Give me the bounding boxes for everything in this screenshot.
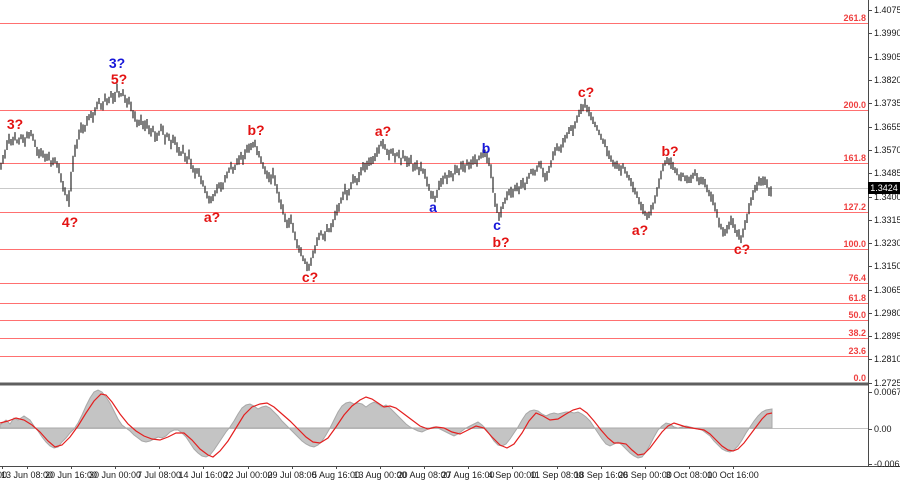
wave-label-5q: 5? bbox=[111, 71, 127, 87]
wave-label-cq: c? bbox=[578, 84, 594, 100]
price-tick-label: 1.3655 bbox=[874, 122, 900, 132]
time-tick-label: 20 Aug 08:00 bbox=[397, 470, 450, 480]
indicator-tick-label: -0.00668 bbox=[874, 459, 900, 469]
indicator-tick-label: 0.00678 bbox=[874, 387, 900, 397]
wave-label-aq: a? bbox=[375, 123, 391, 139]
fib-level-label: 61.8 bbox=[848, 293, 866, 303]
fib-level-label: 261.8 bbox=[843, 13, 866, 23]
fib-level-label: 23.6 bbox=[848, 346, 866, 356]
price-tick-label: 1.3150 bbox=[874, 261, 900, 271]
price-tick-label: 1.2895 bbox=[874, 331, 900, 341]
price-tick-label: 1.2980 bbox=[874, 308, 900, 318]
time-tick-label: 20 Jun 16:00 bbox=[45, 470, 97, 480]
indicator-tick-label: 0.00 bbox=[874, 424, 892, 434]
wave-label-c: c bbox=[493, 217, 501, 233]
time-tick-label: 14 Jul 16:00 bbox=[178, 470, 227, 480]
wave-label-3q: 3? bbox=[7, 116, 23, 132]
time-tick-label: 10 Oct 16:00 bbox=[707, 470, 759, 480]
price-tick-label: 1.3065 bbox=[874, 285, 900, 295]
fib-level-label: 161.8 bbox=[843, 153, 866, 163]
wave-label-bq: b? bbox=[492, 234, 509, 250]
wave-label-4q: 4? bbox=[62, 214, 78, 230]
wave-label-aq: a? bbox=[632, 222, 648, 238]
time-tick-label: 4 Sep 00:00 bbox=[488, 470, 537, 480]
time-tick-label: 18 Sep 16:00 bbox=[574, 470, 628, 480]
fib-level-label: 200.0 bbox=[843, 100, 866, 110]
price-bars bbox=[0, 83, 772, 272]
wave-label-cq: c? bbox=[734, 241, 750, 257]
fib-level-label: 0.0 bbox=[853, 373, 866, 383]
price-tick-label: 1.3230 bbox=[874, 238, 900, 248]
time-tick-label: 00 bbox=[0, 470, 7, 480]
time-tick-label: 5 Aug 16:00 bbox=[312, 470, 360, 480]
fib-level-label: 100.0 bbox=[843, 239, 866, 249]
wave-label-b: b bbox=[482, 140, 491, 156]
price-tick-label: 1.3315 bbox=[874, 215, 900, 225]
time-tick-label: 29 Jul 08:00 bbox=[267, 470, 316, 480]
oscillator-signal-line bbox=[0, 393, 773, 458]
wave-label-3q: 3? bbox=[109, 55, 125, 71]
wave-label-bq: b? bbox=[247, 122, 264, 138]
time-tick-label: 26 Sep 00:00 bbox=[618, 470, 672, 480]
fib-level-label: 50.0 bbox=[848, 310, 866, 320]
fib-level-label: 127.2 bbox=[843, 202, 866, 212]
price-tick-label: 1.3735 bbox=[874, 98, 900, 108]
price-tick-label: 1.3820 bbox=[874, 75, 900, 85]
price-tick-label: 1.3905 bbox=[874, 52, 900, 62]
time-tick-label: 7 Jul 08:00 bbox=[137, 470, 181, 480]
time-tick-label: 13 Aug 00:00 bbox=[353, 470, 406, 480]
wave-label-cq: c? bbox=[302, 269, 318, 285]
price-tick-label: 1.4075 bbox=[874, 5, 900, 15]
current-price-badge: 1.3424 bbox=[868, 182, 900, 194]
time-tick-label: 30 Jun 00:00 bbox=[89, 470, 141, 480]
price-tick-label: 1.3400 bbox=[874, 192, 900, 202]
fib-level-label: 38.2 bbox=[848, 328, 866, 338]
wave-label-bq: b? bbox=[661, 143, 678, 159]
price-tick-label: 1.3990 bbox=[874, 28, 900, 38]
price-tick-label: 1.3570 bbox=[874, 145, 900, 155]
fib-level-label: 76.4 bbox=[848, 273, 866, 283]
wave-label-a: a bbox=[429, 199, 437, 215]
time-tick-label: 27 Aug 16:00 bbox=[441, 470, 494, 480]
price-tick-label: 1.2725 bbox=[874, 378, 900, 388]
time-tick-label: 13 Jun 08:00 bbox=[1, 470, 53, 480]
time-tick-label: 11 Sep 08:00 bbox=[531, 470, 584, 480]
time-tick-label: 22 Jul 00:00 bbox=[223, 470, 272, 480]
price-tick-label: 1.2810 bbox=[874, 354, 900, 364]
time-tick-label: 3 Oct 08:00 bbox=[666, 470, 713, 480]
wave-label-aq: a? bbox=[204, 209, 220, 225]
oscillator-histogram bbox=[0, 389, 773, 459]
price-tick-label: 1.3485 bbox=[874, 168, 900, 178]
